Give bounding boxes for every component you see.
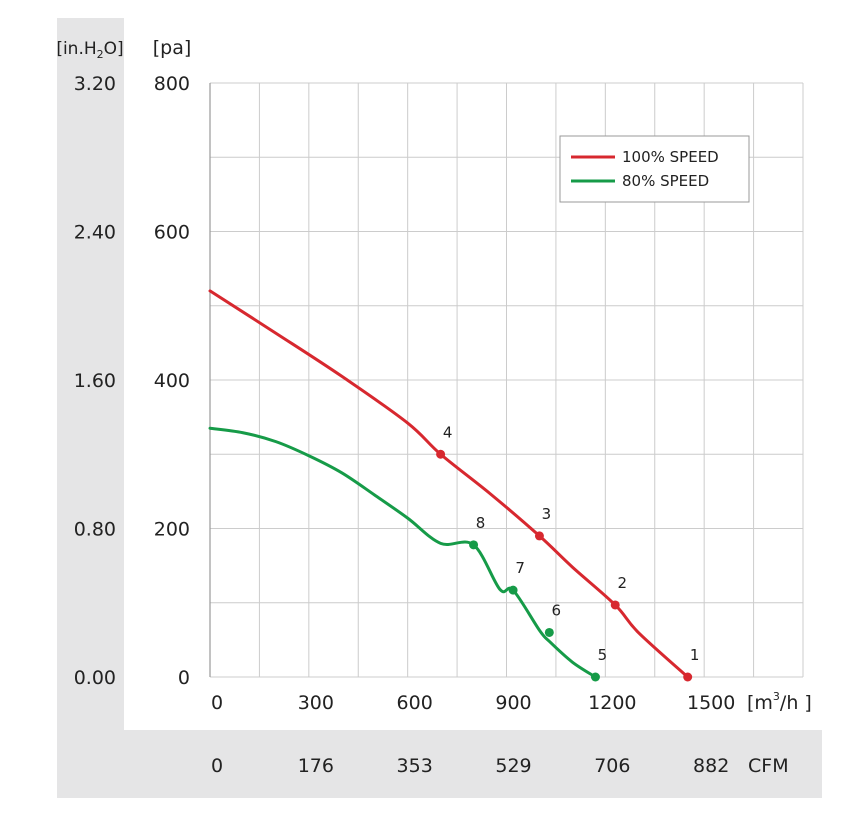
x2-tick-label: 176 <box>298 755 334 777</box>
y-tick-label: 0 <box>178 667 190 689</box>
operating-point-label: 6 <box>552 601 562 619</box>
operating-point-label: 8 <box>476 514 486 532</box>
left-axis-panel <box>57 18 124 798</box>
legend-entry-label: 80% SPEED <box>622 172 709 190</box>
grid-layer <box>209 82 804 678</box>
y2-axis-unit: [in.H2O] <box>56 39 123 61</box>
y2-tick-label: 0.00 <box>74 667 116 689</box>
x-tick-label: 0 <box>211 692 223 714</box>
series-line-reduced-speed <box>208 426 597 679</box>
y-tick-label: 800 <box>154 73 190 95</box>
series-layer <box>208 289 693 682</box>
x2-tick-label: 0 <box>211 755 223 777</box>
x2-tick-label: 706 <box>594 755 630 777</box>
y2-tick-label: 1.60 <box>74 370 116 392</box>
y2-tick-label: 3.20 <box>74 73 116 95</box>
y-tick-label: 600 <box>154 222 190 244</box>
x2-tick-label: 353 <box>397 755 433 777</box>
x-tick-label: 1500 <box>687 692 735 714</box>
label-layer: 00.002000.804001.606002.408003.200030017… <box>56 37 812 777</box>
operating-point-marker <box>508 585 518 595</box>
operating-point-marker <box>469 540 479 550</box>
y-tick-label: 400 <box>154 370 190 392</box>
bottom-axis-panel <box>57 730 822 798</box>
operating-point-marker <box>590 672 600 682</box>
x-tick-label: 600 <box>397 692 433 714</box>
y-tick-label: 200 <box>154 519 190 541</box>
x2-tick-label: 529 <box>495 755 531 777</box>
series-line-full-speed <box>208 289 690 679</box>
operating-point-label: 2 <box>617 574 627 592</box>
operating-point-label: 5 <box>598 646 608 664</box>
legend: 100% SPEED 80% SPEED <box>559 135 750 203</box>
operating-point-label: 7 <box>515 559 525 577</box>
y2-tick-label: 2.40 <box>74 222 116 244</box>
operating-point-marker <box>683 672 693 682</box>
x-axis-unit: [m3/h ] <box>747 690 812 714</box>
operating-point-marker <box>534 531 544 541</box>
y2-tick-label: 0.80 <box>74 519 116 541</box>
legend-entry-label: 100% SPEED <box>622 148 719 166</box>
y-axis-unit: [pa] <box>153 37 192 59</box>
x2-tick-label: 882 <box>693 755 729 777</box>
operating-point-marker <box>610 600 620 610</box>
operating-point-marker <box>544 627 554 637</box>
x-tick-label: 1200 <box>588 692 636 714</box>
legend-box <box>559 135 750 203</box>
operating-point-label: 4 <box>443 423 453 441</box>
x-tick-label: 300 <box>298 692 334 714</box>
operating-point-label: 1 <box>690 646 700 664</box>
operating-point-marker <box>436 449 446 459</box>
x-tick-label: 900 <box>495 692 531 714</box>
operating-point-label: 3 <box>542 505 552 523</box>
x2-axis-unit: CFM <box>748 755 789 777</box>
